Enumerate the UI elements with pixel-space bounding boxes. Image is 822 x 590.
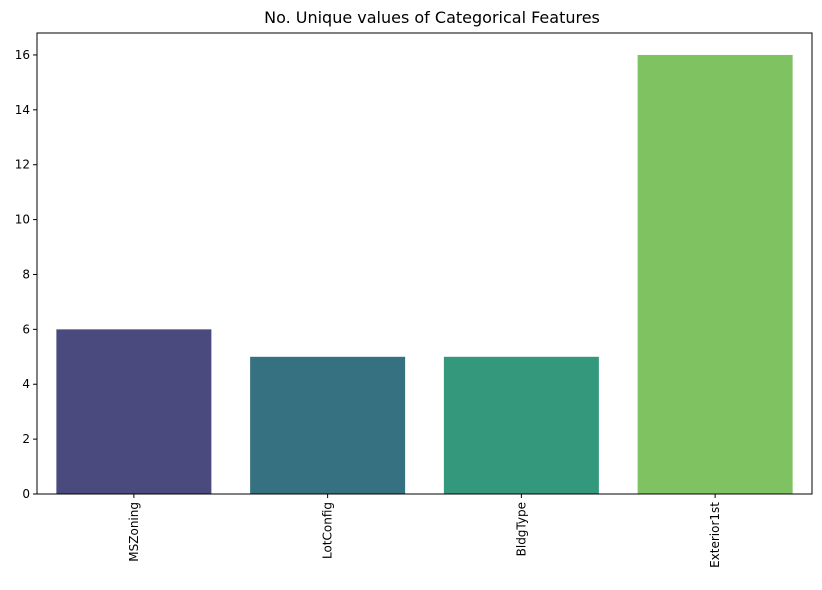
x-tick-label: MSZoning <box>127 502 141 562</box>
y-axis: 0 2 4 6 8 10 12 14 16 <box>15 48 37 501</box>
y-tick-label: 14 <box>15 103 30 117</box>
y-tick-label: 16 <box>15 48 30 62</box>
bar-bldgtype <box>443 356 599 494</box>
x-tick-label: LotConfig <box>321 502 335 559</box>
bar-lotconfig <box>250 356 406 494</box>
y-tick-label: 2 <box>22 432 30 446</box>
y-tick-label: 10 <box>15 213 30 227</box>
y-tick-label: 12 <box>15 158 30 172</box>
bars-group <box>56 54 793 494</box>
plot-frame <box>36 32 813 495</box>
y-tick-label: 4 <box>22 377 30 391</box>
x-axis: MSZoning LotConfig BldgType Exterior1st <box>127 494 722 568</box>
x-tick-label: Exterior1st <box>708 502 722 568</box>
bar-exterior1st <box>637 54 793 494</box>
x-tick-label: BldgType <box>514 502 528 556</box>
bar-mszoning <box>56 329 212 494</box>
chart-title: No. Unique values of Categorical Feature… <box>264 8 600 27</box>
y-tick-label: 8 <box>22 267 30 281</box>
y-tick-label: 6 <box>22 322 30 336</box>
y-tick-label: 0 <box>22 487 30 501</box>
